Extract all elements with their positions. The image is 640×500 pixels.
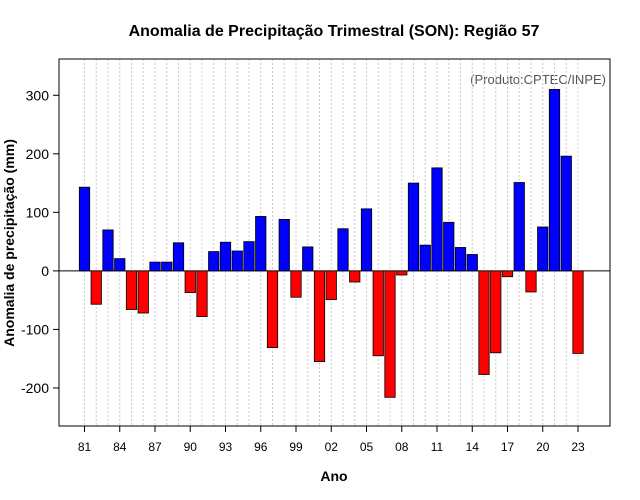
bar-2004 bbox=[349, 270, 361, 283]
bar-1989 bbox=[172, 242, 185, 272]
x-tick-label: 99 bbox=[289, 440, 303, 454]
x-tick-label: 02 bbox=[325, 440, 339, 454]
bar-1990 bbox=[184, 270, 196, 293]
bar-1998 bbox=[278, 218, 290, 272]
bar-1992 bbox=[208, 251, 220, 272]
bars bbox=[78, 89, 584, 398]
bar-1999 bbox=[290, 270, 302, 298]
bar-2015 bbox=[478, 270, 490, 375]
bar-2021 bbox=[548, 89, 561, 272]
bar-2000 bbox=[302, 246, 314, 272]
grid-lines bbox=[84, 59, 579, 426]
bar-2016 bbox=[490, 270, 502, 354]
bar-1996 bbox=[255, 216, 267, 272]
bar-2014 bbox=[466, 254, 478, 272]
bar-2011 bbox=[431, 167, 443, 272]
bar-1982 bbox=[90, 270, 102, 305]
y-axis-label: Anomalia de precipitação (mm) bbox=[1, 139, 17, 347]
y-tick-label: 100 bbox=[26, 204, 50, 220]
x-tick-label: 93 bbox=[219, 440, 233, 454]
bar-2010 bbox=[419, 244, 431, 272]
bar-1987 bbox=[149, 261, 161, 272]
bar-1986 bbox=[137, 270, 149, 314]
chart-title: Anomalia de Precipitação Trimestral (SON… bbox=[129, 23, 540, 40]
bar-1995 bbox=[243, 241, 255, 272]
bar-1983 bbox=[102, 229, 114, 272]
x-tick-label: 90 bbox=[184, 440, 198, 454]
bar-1997 bbox=[266, 270, 279, 348]
bar-1985 bbox=[125, 270, 138, 310]
bar-2001 bbox=[313, 270, 326, 363]
bar-2008 bbox=[396, 270, 408, 276]
bar-2012 bbox=[443, 221, 455, 272]
y-tick-label: -200 bbox=[21, 380, 49, 396]
bar-2017 bbox=[501, 270, 514, 278]
y-tick-label: 0 bbox=[41, 263, 49, 279]
x-tick-label: 05 bbox=[360, 440, 374, 454]
bar-1984 bbox=[114, 258, 126, 272]
x-tick-label: 23 bbox=[571, 440, 585, 454]
plot-frame bbox=[58, 58, 611, 427]
bar-2006 bbox=[372, 270, 384, 357]
x-axis-label: Ano bbox=[320, 468, 347, 484]
x-tick-label: 81 bbox=[78, 440, 92, 454]
bar-1981 bbox=[78, 186, 91, 272]
bar-1994 bbox=[231, 250, 243, 272]
x-tick-label: 84 bbox=[113, 440, 127, 454]
source-note: (Produto:CPTEC/INPE) bbox=[470, 72, 606, 87]
bar-2019 bbox=[525, 270, 537, 293]
x-tick-label: 08 bbox=[395, 440, 409, 454]
x-tick-label: 87 bbox=[148, 440, 162, 454]
bar-2005 bbox=[360, 208, 373, 272]
bar-2013 bbox=[454, 247, 467, 272]
bar-2023 bbox=[572, 270, 584, 354]
y-tick-label: 300 bbox=[26, 87, 50, 103]
x-tick-label: 96 bbox=[254, 440, 268, 454]
bar-2003 bbox=[337, 228, 349, 272]
y-tick-label: 200 bbox=[26, 146, 50, 162]
bar-2007 bbox=[384, 270, 396, 398]
bar-2002 bbox=[325, 270, 337, 300]
bar-1988 bbox=[161, 261, 173, 272]
x-tick-label: 11 bbox=[431, 440, 444, 454]
bar-1993 bbox=[219, 241, 232, 272]
x-tick-label: 14 bbox=[466, 440, 480, 454]
bar-2018 bbox=[513, 182, 525, 272]
x-tick-label: 17 bbox=[501, 440, 515, 454]
bar-1991 bbox=[196, 270, 208, 317]
bar-2020 bbox=[537, 226, 549, 272]
bar-2022 bbox=[560, 155, 572, 272]
y-tick-label: -100 bbox=[21, 321, 49, 337]
bar-2009 bbox=[407, 182, 420, 272]
x-tick-label: 20 bbox=[536, 440, 550, 454]
axes: -200 -100 0 100 200 300 81 84 87 90 93 96 99 02 05 08 11… bbox=[21, 87, 585, 454]
